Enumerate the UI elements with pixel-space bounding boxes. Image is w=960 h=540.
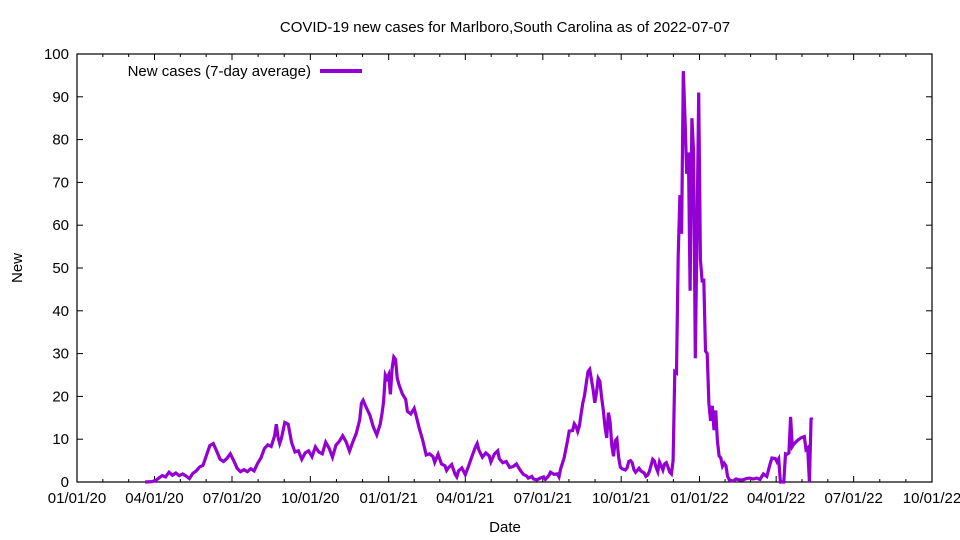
- y-tick-label: 60: [52, 217, 69, 234]
- series-line: [145, 71, 814, 484]
- y-tick-label: 100: [44, 46, 69, 63]
- x-tick-label: 01/01/22: [670, 490, 728, 507]
- x-tick-label: 10/01/20: [281, 490, 339, 507]
- y-tick-label: 30: [52, 346, 69, 363]
- y-tick-label: 0: [61, 474, 69, 491]
- y-tick-label: 40: [52, 303, 69, 320]
- x-tick-label: 04/01/21: [436, 490, 494, 507]
- x-tick-label: 10/01/22: [903, 490, 960, 507]
- y-tick-label: 80: [52, 132, 69, 149]
- x-tick-label: 10/01/21: [592, 490, 650, 507]
- y-tick-label: 20: [52, 388, 69, 405]
- x-tick-label: 01/01/20: [48, 490, 106, 507]
- x-axis-label: Date: [489, 519, 521, 536]
- legend: New cases (7-day average): [128, 63, 362, 80]
- y-tick-label: 90: [52, 89, 69, 106]
- plot-frame: [76, 53, 933, 483]
- legend-label: New cases (7-day average): [128, 63, 311, 80]
- x-tick-label: 04/01/20: [125, 490, 183, 507]
- x-tick-label: 01/01/21: [359, 490, 417, 507]
- y-tick-label: 70: [52, 174, 69, 191]
- y-axis-label: New: [9, 253, 26, 283]
- y-tick-label: 50: [52, 260, 69, 277]
- chart-title: COVID-19 new cases for Marlboro,South Ca…: [280, 19, 730, 36]
- x-tick-label: 07/01/21: [514, 490, 572, 507]
- x-tick-label: 04/01/22: [747, 490, 805, 507]
- y-axis: 0 10 20 30 40 50 60 70 80 90 100: [44, 46, 932, 491]
- series-layer: [145, 71, 814, 484]
- x-tick-label: 07/01/22: [824, 490, 882, 507]
- x-axis: 01/01/20 04/01/20 07/01/20 10/01/20 01/01/21…: [48, 54, 960, 507]
- x-tick-label: 07/01/20: [203, 490, 261, 507]
- y-tick-label: 10: [52, 431, 69, 448]
